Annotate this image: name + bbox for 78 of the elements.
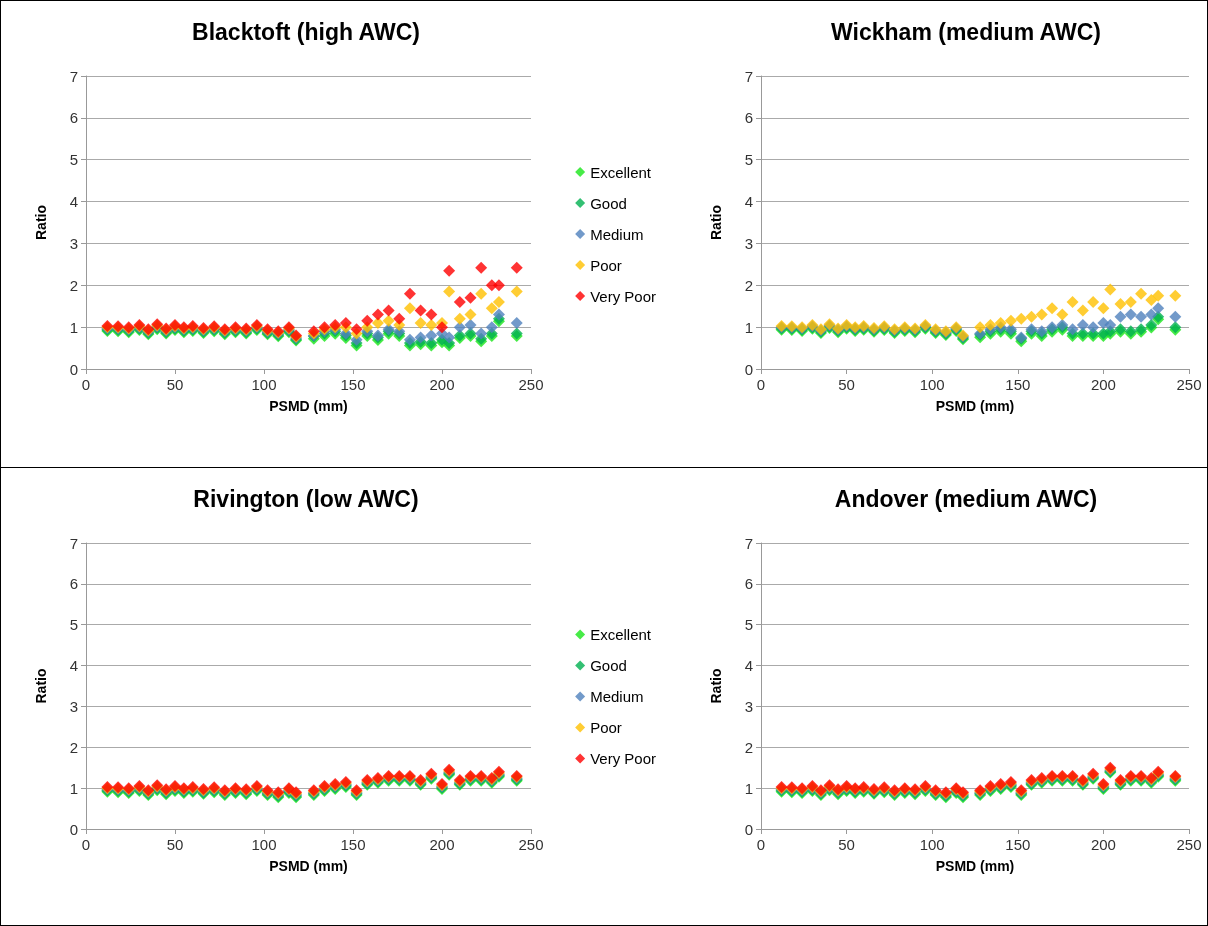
y-tick-label: 4 bbox=[69, 657, 78, 675]
x-tick-label: 100 bbox=[251, 376, 277, 393]
legend-label: Medium bbox=[590, 688, 644, 705]
x-tick-label: 50 bbox=[166, 836, 184, 853]
x-tick-label: 50 bbox=[838, 376, 855, 393]
y-tick-label: 2 bbox=[69, 276, 78, 294]
x-tick-label: 100 bbox=[251, 836, 277, 853]
legend-label: Poor bbox=[590, 256, 622, 274]
x-tick-label: 150 bbox=[340, 836, 366, 853]
y-axis-title: Ratio bbox=[33, 668, 49, 704]
x-tick-label: 250 bbox=[1176, 836, 1202, 853]
y-axis-title: Ratio bbox=[708, 205, 724, 240]
legend-label: Good bbox=[590, 657, 627, 674]
x-axis-title: PSMD (mm) bbox=[269, 858, 348, 874]
y-tick-label: 6 bbox=[69, 575, 78, 593]
x-tick-label: 200 bbox=[429, 836, 455, 853]
x-tick-label: 100 bbox=[919, 376, 945, 393]
x-tick-label: 0 bbox=[756, 376, 766, 393]
y-tick-label: 1 bbox=[69, 318, 78, 336]
y-tick-label: 4 bbox=[744, 657, 753, 675]
y-tick-label: 0 bbox=[69, 820, 78, 838]
y-tick-label: 3 bbox=[744, 697, 753, 715]
y-tick-label: 5 bbox=[744, 151, 753, 169]
y-tick-label: 7 bbox=[69, 534, 78, 552]
y-tick-label: 5 bbox=[69, 616, 78, 634]
y-tick-label: 5 bbox=[69, 151, 78, 169]
legend-label: Poor bbox=[590, 719, 622, 736]
x-tick-label: 250 bbox=[518, 836, 544, 853]
y-tick-label: 2 bbox=[69, 738, 78, 756]
x-tick-label: 150 bbox=[1005, 836, 1031, 853]
y-tick-label: 0 bbox=[69, 360, 78, 378]
y-tick-label: 7 bbox=[69, 67, 78, 85]
y-axis-title: Ratio bbox=[708, 668, 724, 704]
y-tick-label: 2 bbox=[744, 276, 753, 294]
y-tick-label: 7 bbox=[744, 67, 753, 85]
y-tick-label: 0 bbox=[744, 820, 753, 838]
x-tick-label: 50 bbox=[838, 836, 855, 853]
y-tick-label: 3 bbox=[744, 234, 753, 252]
x-axis-title: PSMD (mm) bbox=[269, 398, 348, 414]
y-tick-label: 3 bbox=[69, 697, 78, 715]
y-tick-label: 1 bbox=[744, 779, 753, 797]
y-tick-label: 1 bbox=[744, 318, 753, 336]
chart-title: Wickham (medium AWC) bbox=[831, 18, 1101, 45]
x-tick-label: 150 bbox=[340, 376, 366, 393]
x-tick-label: 200 bbox=[1090, 836, 1116, 853]
x-tick-label: 250 bbox=[518, 376, 544, 393]
y-tick-label: 6 bbox=[744, 109, 753, 127]
legend-label: Excellent bbox=[590, 163, 652, 181]
x-tick-label: 0 bbox=[756, 836, 766, 853]
y-tick-label: 7 bbox=[744, 534, 753, 552]
x-axis-title: PSMD (mm) bbox=[935, 858, 1015, 874]
x-tick-label: 50 bbox=[166, 376, 184, 393]
x-tick-label: 0 bbox=[81, 836, 91, 853]
y-axis-title: Ratio bbox=[33, 205, 49, 240]
y-tick-label: 4 bbox=[744, 193, 753, 211]
legend-label: Excellent bbox=[590, 626, 652, 643]
y-tick-label: 3 bbox=[69, 234, 78, 252]
x-tick-label: 200 bbox=[1090, 376, 1116, 393]
chart-title: Andover (medium AWC) bbox=[834, 485, 1098, 512]
chart-title: Rivington (low AWC) bbox=[193, 485, 419, 512]
chart-title: Blacktoft (high AWC) bbox=[192, 18, 420, 45]
x-tick-label: 100 bbox=[919, 836, 945, 853]
y-tick-label: 2 bbox=[744, 738, 753, 756]
y-tick-label: 6 bbox=[744, 575, 753, 593]
y-tick-label: 4 bbox=[69, 193, 78, 211]
legend-label: Good bbox=[590, 194, 627, 212]
y-tick-label: 5 bbox=[744, 616, 753, 634]
x-tick-label: 250 bbox=[1176, 376, 1202, 393]
x-tick-label: 150 bbox=[1005, 376, 1031, 393]
y-tick-label: 0 bbox=[744, 360, 753, 378]
legend-label: Very Poor bbox=[590, 750, 657, 767]
y-tick-label: 6 bbox=[69, 109, 78, 127]
legend-label: Medium bbox=[590, 225, 644, 243]
legend-label: Very Poor bbox=[590, 287, 657, 305]
x-tick-label: 200 bbox=[429, 376, 455, 393]
x-axis-title: PSMD (mm) bbox=[935, 398, 1015, 414]
x-tick-label: 0 bbox=[81, 376, 91, 393]
y-tick-label: 1 bbox=[69, 779, 78, 797]
